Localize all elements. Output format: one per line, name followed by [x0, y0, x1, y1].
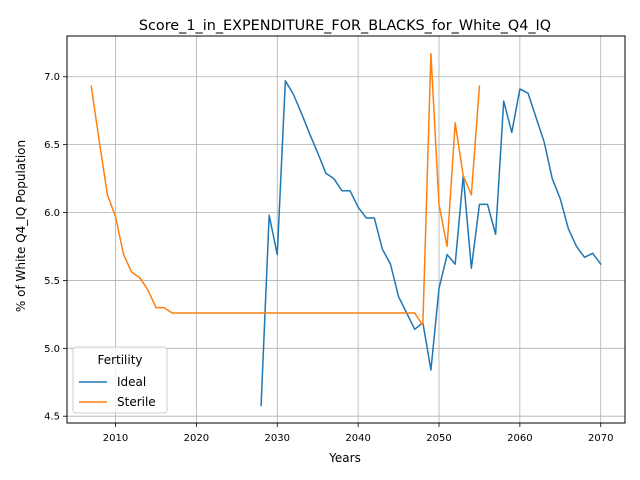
series-line-ideal	[260, 80, 602, 407]
y-tick-label: 6.5	[44, 140, 60, 151]
x-tick-label: 2040	[345, 433, 370, 444]
x-tick-label: 2060	[507, 433, 532, 444]
series-line-sterile	[90, 52, 481, 326]
x-axis-ticks: 2010 2020 2030 2040 2050 2060 2070	[103, 423, 613, 444]
y-tick-label: 6.0	[44, 208, 60, 219]
x-tick-label: 2010	[103, 433, 128, 444]
y-tick-label: 5.0	[44, 344, 60, 355]
grid-lines	[67, 36, 625, 423]
legend: Fertility Ideal Sterile	[72, 346, 168, 414]
x-axis-label: Years	[328, 451, 361, 465]
y-axis-ticks: 4.5 5.0 5.5 6.0 6.5 7.0	[44, 72, 67, 423]
x-tick-label: 2030	[265, 433, 290, 444]
plot-frame	[66, 35, 626, 424]
y-tick-label: 5.5	[44, 276, 60, 287]
x-tick-label: 2020	[184, 433, 209, 444]
x-tick-label: 2070	[588, 433, 613, 444]
legend-label-ideal: Ideal	[117, 375, 146, 389]
y-tick-label: 7.0	[44, 72, 60, 83]
y-axis-label: % of White Q4_IQ Population	[14, 140, 28, 312]
series-layer	[90, 52, 602, 407]
legend-title: Fertility	[97, 353, 142, 367]
legend-frame	[72, 346, 168, 414]
legend-label-sterile: Sterile	[117, 395, 156, 409]
y-tick-label: 4.5	[44, 412, 60, 423]
chart-title: Score_1_in_EXPENDITURE_FOR_BLACKS_for_Wh…	[139, 18, 551, 34]
x-tick-label: 2050	[426, 433, 451, 444]
